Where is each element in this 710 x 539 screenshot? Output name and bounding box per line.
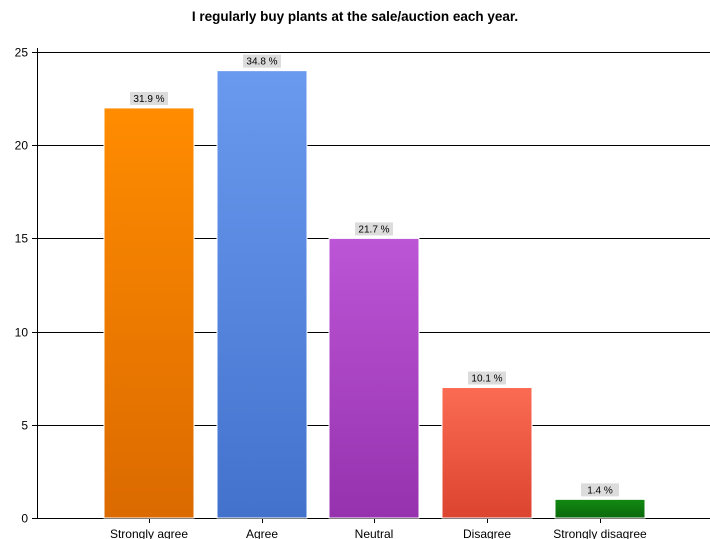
data-label-box [468,371,506,385]
data-label: 34.8 % [246,57,277,68]
bars [103,70,646,519]
data-label: 31.9 % [133,94,164,105]
chart-title: I regularly buy plants at the sale/aucti… [191,9,519,24]
y-tick-label: 5 [21,419,28,433]
y-tick-label: 15 [15,232,29,246]
data-label-box [355,222,393,236]
x-tick-label: Agree [246,527,278,539]
labels: 31.9 % Strongly agree 34.8 % Agree 21.7 % Neu… [110,54,647,539]
data-label-box [130,91,168,105]
x-tick-label: Strongly disagree [553,527,647,539]
data-label: 10.1 % [471,374,502,385]
x-tick-label: Neutral [355,527,394,539]
x-tick-label: Disagree [463,527,511,539]
data-label: 1.4 % [587,485,613,496]
y-tick-label: 10 [15,326,29,340]
data-label-box [243,54,281,68]
data-label: 21.7 % [358,224,389,235]
bar-strongly-agree [103,107,195,519]
y-tick-label: 0 [21,512,28,526]
x-tick-label: Strongly agree [110,527,188,539]
y-tick-label: 20 [15,139,29,153]
y-tick-label: 25 [15,46,29,60]
bar-agree [216,70,308,519]
bar-strongly-disagree [554,498,646,519]
bar-disagree [441,387,533,519]
bar-neutral [328,237,420,519]
data-label-box [581,483,619,497]
